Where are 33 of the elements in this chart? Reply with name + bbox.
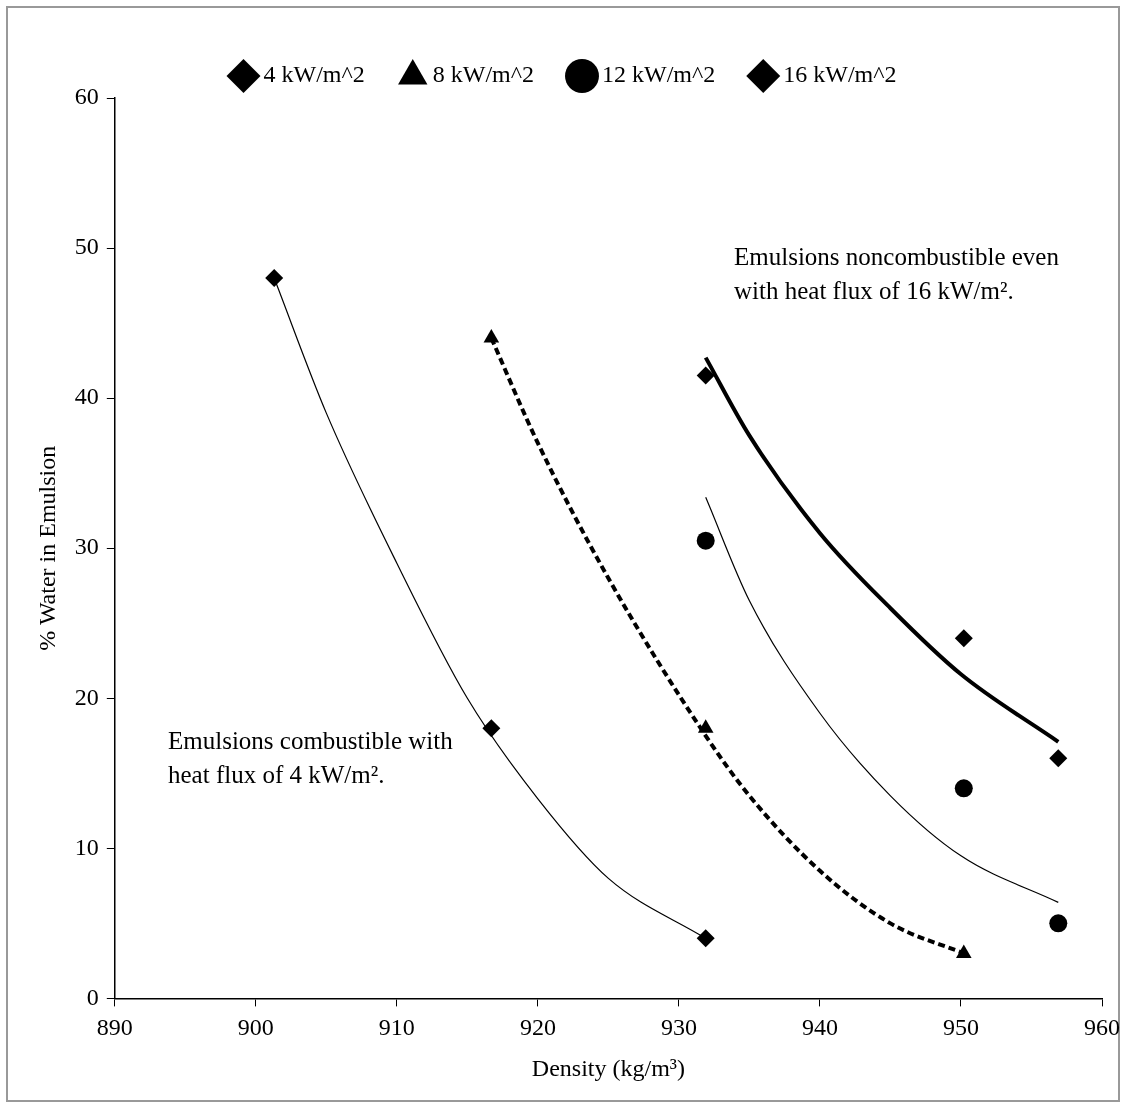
annotation: Emulsions noncombustible even with heat flux of 16 kW/m². (734, 242, 1060, 306)
x-tick-label: 910 (378, 1014, 415, 1041)
x-tick-label: 950 (942, 1014, 979, 1041)
y-tick-label: 0 (86, 983, 99, 1010)
y-tick-label: 20 (74, 683, 99, 710)
legend-label: 8 kW/m^2 (432, 61, 534, 88)
point (482, 719, 501, 738)
point (954, 779, 973, 798)
y-tick-label: 50 (74, 233, 99, 260)
legend-label: 4 kW/m^2 (263, 61, 365, 88)
x-tick-label: 940 (801, 1014, 838, 1041)
point (696, 366, 715, 385)
point (696, 531, 715, 550)
y-axis-title: % Water in Emulsion (33, 445, 60, 651)
y-tick-label: 30 (74, 533, 99, 560)
annotation: Emulsions combustible with heat flux of 4 kW/m². (168, 726, 454, 790)
x-tick-label: 930 (660, 1014, 697, 1041)
y-tick-label: 60 (74, 83, 99, 110)
point (1049, 914, 1068, 933)
point (696, 929, 715, 948)
x-tick-label: 920 (519, 1014, 556, 1041)
x-axis-title: Density (kg/m³) (531, 1054, 685, 1081)
legend-label: 12 kW/m^2 (602, 61, 716, 88)
line-series (705, 496, 1059, 903)
legend-label: 16 kW/m^2 (783, 61, 897, 88)
y-tick-label: 10 (74, 833, 99, 860)
point (1049, 749, 1068, 768)
x-tick-label: 900 (237, 1014, 274, 1041)
point (954, 629, 973, 648)
point (265, 269, 284, 288)
x-tick-label: 960 (1084, 1014, 1120, 1041)
y-tick-label: 40 (74, 383, 99, 410)
x-tick-label: 890 (96, 1014, 133, 1041)
